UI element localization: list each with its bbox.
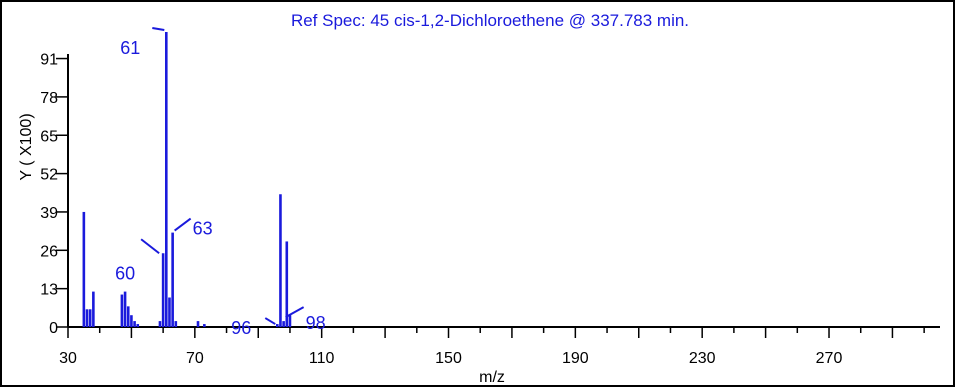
spectrum-bar — [158, 321, 162, 327]
spectrum-bar — [282, 321, 285, 327]
x-tick-label: 150 — [435, 350, 462, 367]
y-tick-label: 13 — [40, 282, 58, 299]
x-tick-label: 30 — [59, 350, 77, 367]
x-tick-label: 270 — [816, 350, 843, 367]
spectrum-bar — [82, 211, 86, 327]
bars — [82, 32, 292, 327]
peak-leader-line — [140, 238, 160, 255]
x-tick-label: 70 — [186, 350, 204, 367]
y-tick-label: 52 — [40, 167, 58, 184]
spectrum-bar — [279, 194, 282, 327]
x-axis-label: m/z — [479, 369, 505, 386]
spectrum-bar — [171, 232, 174, 327]
spectrum-bar — [174, 321, 178, 327]
y-tick-label: 91 — [40, 52, 58, 69]
spectrum-bar — [130, 315, 133, 327]
spectrum-bar — [136, 324, 140, 327]
y-tick-label: 78 — [40, 90, 58, 107]
y-tick-label: 39 — [40, 205, 58, 222]
spectrum-bar — [126, 306, 130, 327]
spectrum-bar — [85, 309, 89, 327]
peak-label: 96 — [231, 318, 251, 338]
spectrum-bar — [164, 32, 168, 327]
chart-title: Ref Spec: 45 cis-1,2-Dichloroethene @ 33… — [291, 11, 689, 30]
peak-annotations: 61 60 63 96 98 — [115, 27, 326, 338]
y-tick-label: 0 — [49, 320, 58, 337]
y-tick-label: 65 — [40, 128, 58, 145]
x-tick-label: 110 — [309, 350, 335, 367]
axes: 30 70 110 150 190 230 270 0 13 26 39 52 65 78 91 — [40, 52, 940, 367]
peak-label: 98 — [306, 313, 326, 333]
peak-leader-line — [152, 27, 165, 31]
peak-leader-line — [174, 217, 192, 232]
peak-label: 60 — [115, 263, 135, 283]
spectrum-bar — [168, 297, 171, 327]
spectrum-bar — [161, 253, 165, 327]
spectrum-bar — [196, 321, 200, 327]
peak-label: 63 — [193, 219, 213, 239]
spectrum-bar — [123, 291, 127, 327]
x-tick-label: 190 — [562, 350, 589, 367]
spectrum-bar — [120, 294, 124, 327]
spectrum-bar — [288, 315, 292, 327]
x-tick-label: 230 — [689, 350, 716, 367]
spectrum-bar — [203, 324, 206, 327]
peak-label: 61 — [120, 38, 140, 58]
spectrum-bar — [285, 241, 289, 327]
peak-leader-line — [285, 306, 305, 318]
spectrum-bar — [133, 321, 136, 327]
spectrum-bar — [275, 324, 279, 327]
spectrum-bar — [88, 309, 92, 327]
y-axis-label: Y ( X100) — [18, 113, 35, 180]
peak-leader-line — [264, 317, 276, 325]
y-tick-label: 26 — [40, 243, 58, 260]
spectrum-bar — [92, 291, 95, 327]
